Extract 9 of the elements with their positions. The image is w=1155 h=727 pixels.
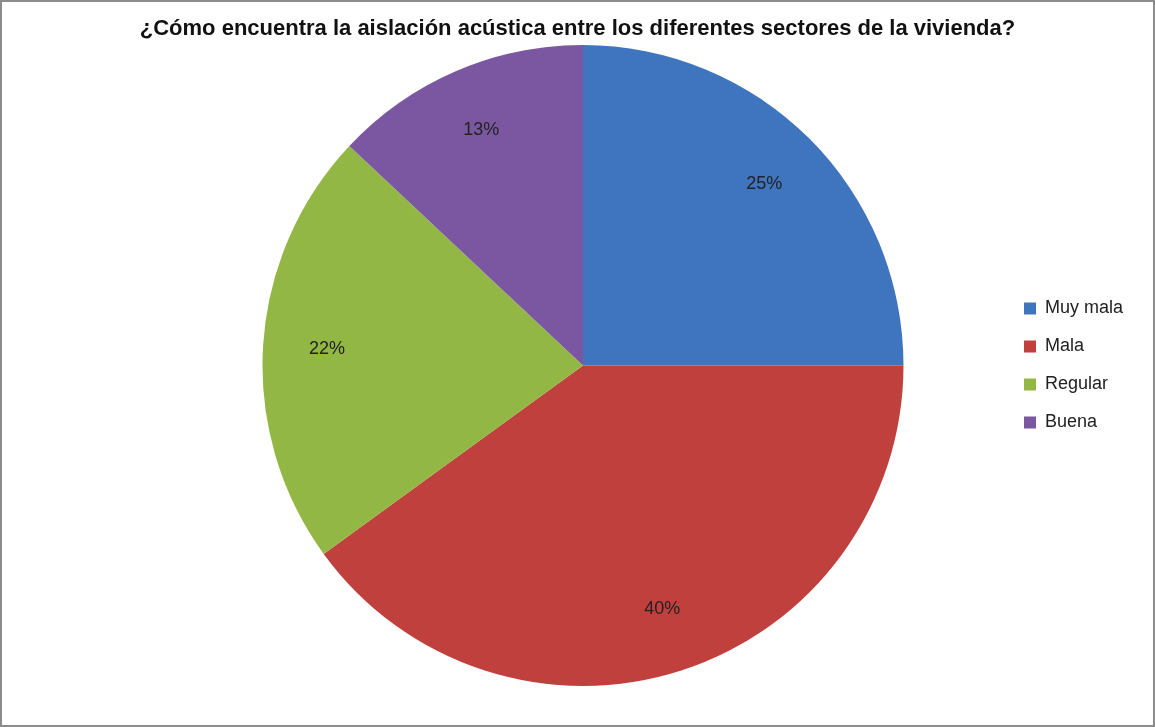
data-label: 13%	[463, 119, 500, 140]
data-label: 25%	[746, 173, 783, 194]
data-label: 22%	[309, 338, 346, 359]
chart-title: ¿Cómo encuentra la aislación acústica entre los diferentes sectores de la vivienda?	[138, 14, 1017, 42]
legend-label: Muy mala	[1044, 297, 1124, 318]
legend-label: Buena	[1044, 411, 1099, 432]
legend-label: Mala	[1044, 335, 1085, 356]
legend-label: Regular	[1044, 373, 1109, 394]
data-label: 40%	[644, 598, 681, 619]
